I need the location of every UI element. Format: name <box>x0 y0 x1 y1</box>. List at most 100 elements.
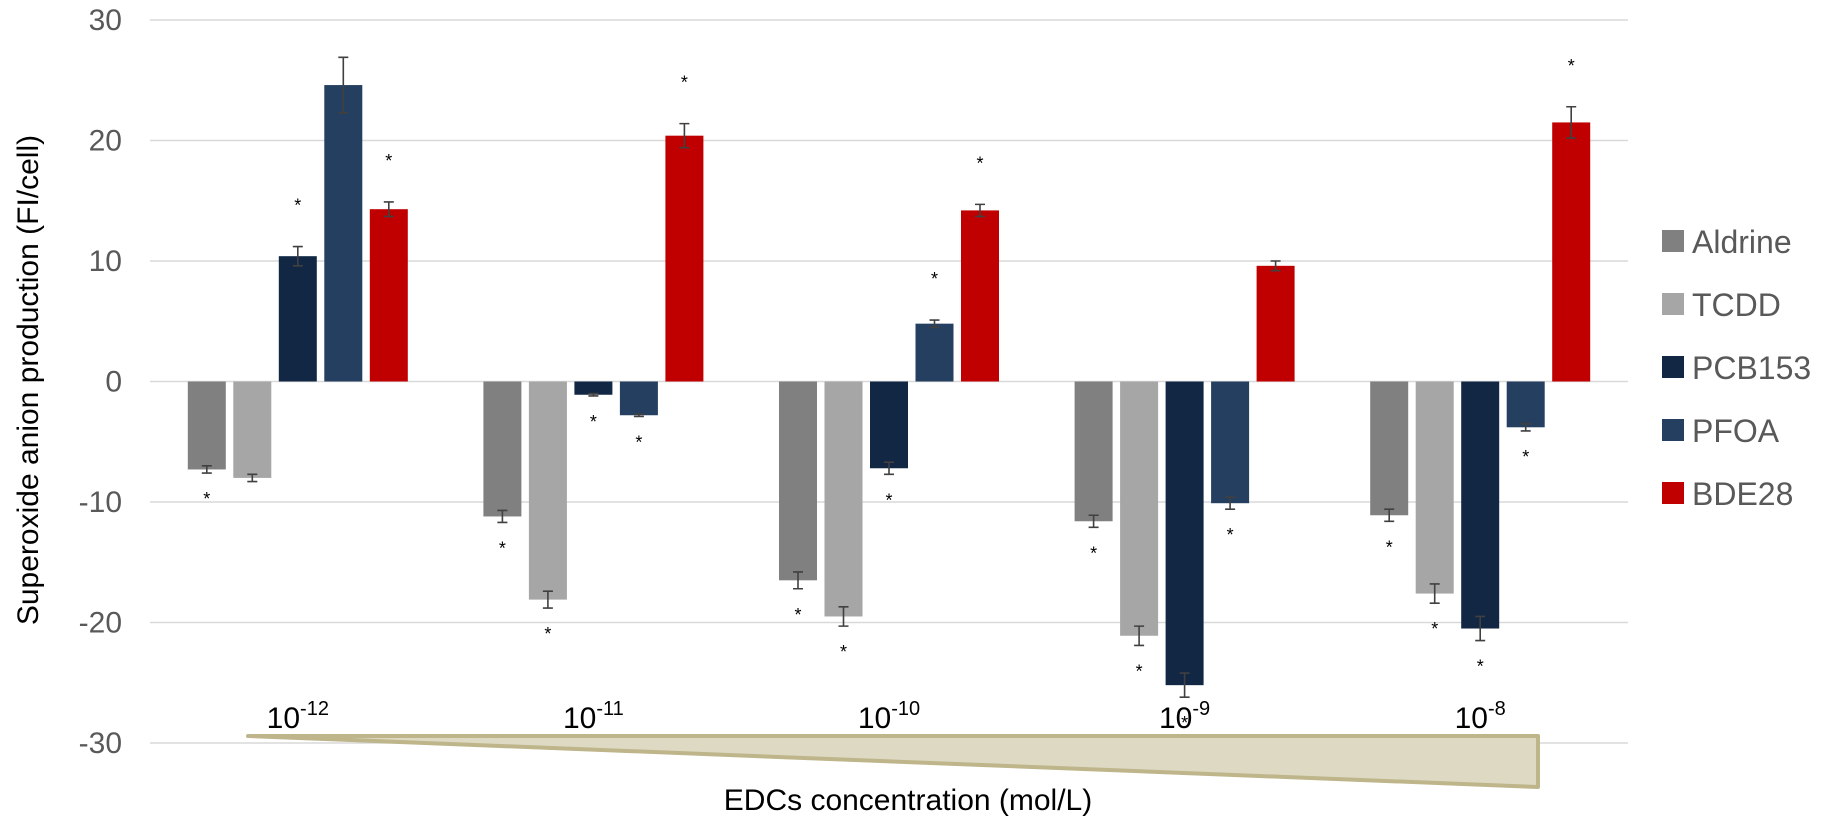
error-bar <box>338 56 349 114</box>
significance-star: * <box>931 269 938 289</box>
legend-swatch-pfoa <box>1662 419 1684 441</box>
error-bar <box>633 413 644 418</box>
y-tick-label: 20 <box>89 125 122 158</box>
significance-star: * <box>590 412 597 432</box>
bars <box>187 85 1591 686</box>
y-axis-ticks: 30 20 10 0 -10 -20 -30 <box>79 4 122 760</box>
concentration-gradient-wedge <box>246 734 1540 789</box>
bar-pfoa <box>1211 381 1250 504</box>
bar-aldrine <box>1074 381 1113 522</box>
legend-swatch-bde28 <box>1662 482 1684 504</box>
significance-star: * <box>794 605 801 625</box>
significance-star: * <box>885 490 892 510</box>
error-bar <box>1520 422 1531 432</box>
significance-star: * <box>499 538 506 558</box>
error-bar <box>542 590 553 609</box>
concentration-labels: 10-12 10-11 10-10 10-9 10-8 <box>267 698 1506 735</box>
bar-pcb153 <box>1165 381 1204 686</box>
y-axis-label: Superoxide anion production (FI/cell) <box>12 135 45 625</box>
concentration-label: 10-8 <box>1455 698 1506 735</box>
significance-star: * <box>1181 713 1188 733</box>
error-bar <box>1134 625 1145 647</box>
significance-star: * <box>635 432 642 452</box>
error-bar <box>1270 260 1281 272</box>
bar-aldrine <box>483 381 522 517</box>
error-bar <box>588 392 599 397</box>
legend-label: PFOA <box>1692 413 1780 449</box>
error-bar <box>383 201 394 218</box>
bar-pfoa <box>619 381 658 416</box>
error-bar <box>292 245 303 267</box>
error-bar <box>1225 496 1236 511</box>
significance-star: * <box>1136 661 1143 681</box>
error-bar <box>929 319 940 329</box>
error-bar <box>838 606 849 627</box>
x-axis-label: EDCs concentration (mol/L) <box>724 784 1092 816</box>
significance-star: * <box>544 624 551 644</box>
legend-swatch-pcb153 <box>1662 356 1684 378</box>
legend-label: BDE28 <box>1692 476 1793 512</box>
y-tick-label: -30 <box>79 727 122 760</box>
bar-bde28 <box>1256 265 1295 382</box>
bar-pfoa <box>915 323 954 382</box>
y-tick-label: 30 <box>89 4 122 37</box>
error-bar <box>1088 514 1099 529</box>
significance-star: * <box>1090 543 1097 563</box>
legend: Aldrine TCDD PCB153 PFOA BDE28 <box>1662 224 1811 512</box>
bar-pcb153 <box>870 381 908 469</box>
legend-label: PCB153 <box>1692 350 1811 386</box>
significance-star: * <box>1431 619 1438 639</box>
y-tick-label: -10 <box>79 486 122 519</box>
error-bar <box>793 571 803 590</box>
bar-pfoa <box>1506 381 1545 428</box>
bar-bde28 <box>369 209 408 382</box>
significance-star: * <box>681 73 688 93</box>
legend-label: Aldrine <box>1692 224 1792 260</box>
legend-swatch-aldrine <box>1662 230 1684 252</box>
error-bar <box>679 122 690 149</box>
legend-label: TCDD <box>1692 287 1781 323</box>
bar-aldrine <box>779 381 817 581</box>
bar-bde28 <box>1552 122 1591 382</box>
significance-markers: * * * * * * * * * * * * * * * * * * * * * * <box>203 56 1574 733</box>
bar-tcdd <box>824 381 863 617</box>
error-bar <box>884 461 894 476</box>
significance-star: * <box>1522 447 1529 467</box>
bar-tcdd <box>1120 381 1159 636</box>
bar-pcb153 <box>574 381 613 395</box>
bar-aldrine <box>187 381 226 470</box>
error-bar <box>497 509 508 524</box>
error-bar <box>975 203 985 218</box>
bar-tcdd <box>233 381 272 478</box>
error-bars <box>201 56 1577 699</box>
bar-pcb153 <box>1461 381 1500 629</box>
error-bar <box>1475 615 1486 642</box>
error-bar <box>1566 105 1577 139</box>
concentration-label: 10-12 <box>267 698 329 735</box>
bar-pfoa <box>324 85 363 382</box>
y-tick-label: 0 <box>105 366 122 399</box>
concentration-label: 10-9 <box>1159 698 1210 735</box>
error-bar <box>201 465 212 474</box>
bar-pcb153 <box>278 256 317 382</box>
significance-star: * <box>294 196 301 216</box>
legend-swatch-tcdd <box>1662 293 1684 315</box>
y-tick-label: -20 <box>79 607 122 640</box>
error-bar <box>1179 672 1190 699</box>
significance-star: * <box>385 151 392 171</box>
error-bar <box>1429 583 1440 605</box>
concentration-label: 10-10 <box>858 698 920 735</box>
significance-star: * <box>203 489 210 509</box>
error-bar <box>1384 508 1395 523</box>
bar-bde28 <box>961 210 999 382</box>
bar-aldrine <box>1370 381 1409 516</box>
significance-star: * <box>1227 525 1234 545</box>
significance-star: * <box>1386 537 1393 557</box>
concentration-label: 10-11 <box>563 698 624 735</box>
y-tick-label: 10 <box>89 245 122 278</box>
error-bar <box>247 473 258 483</box>
significance-star: * <box>840 642 847 662</box>
significance-star: * <box>976 153 983 173</box>
significance-star: * <box>1477 657 1484 677</box>
